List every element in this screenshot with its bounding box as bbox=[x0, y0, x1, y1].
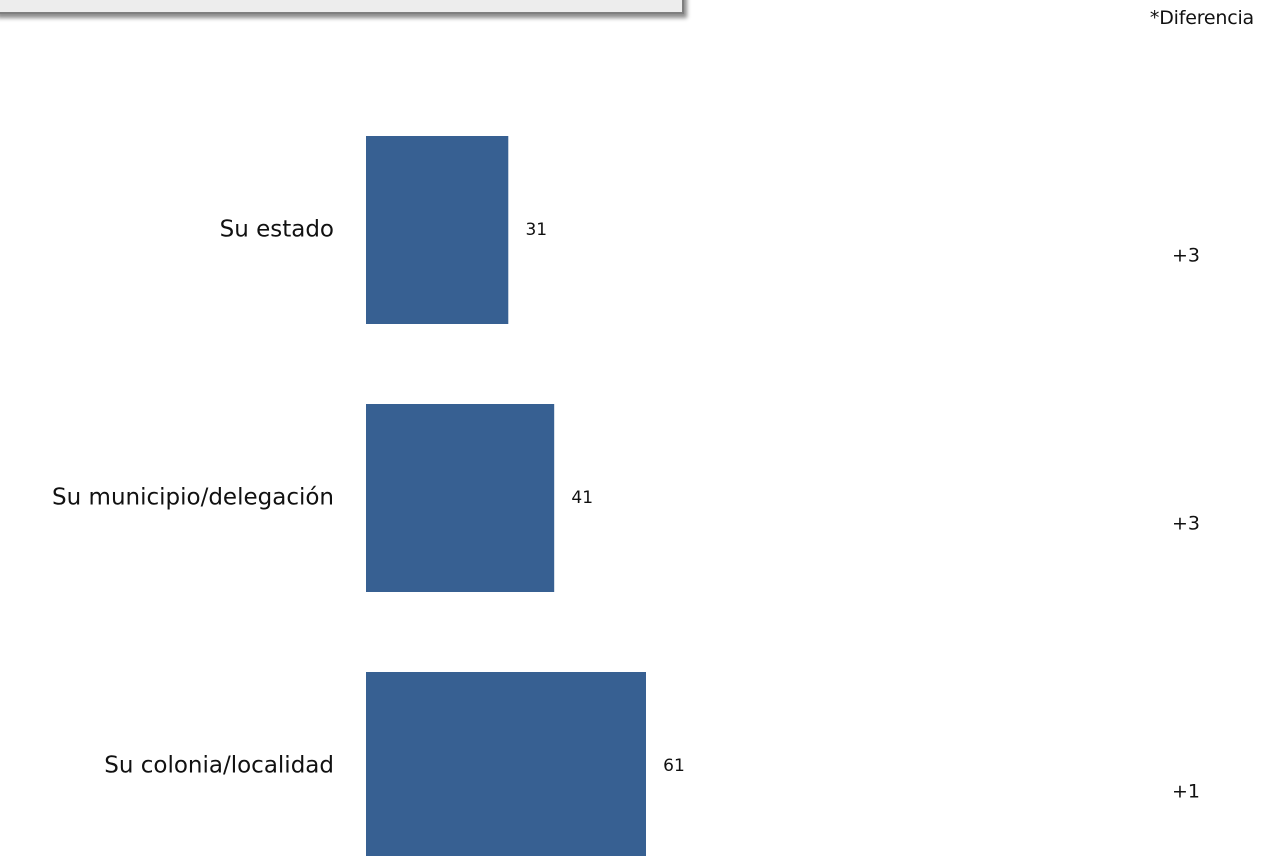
top-panel bbox=[0, 0, 684, 14]
bar bbox=[366, 404, 555, 592]
difference-label: +1 bbox=[1172, 781, 1200, 803]
value-label: 41 bbox=[571, 488, 593, 508]
category-label: Su estado bbox=[220, 217, 334, 243]
difference-header: *Diferencia bbox=[1149, 7, 1254, 29]
difference-label: +3 bbox=[1172, 513, 1200, 535]
category-label: Su colonia/localidad bbox=[104, 753, 334, 779]
value-label: 61 bbox=[663, 756, 685, 776]
bar bbox=[366, 672, 646, 856]
bar bbox=[366, 136, 509, 324]
difference-label: +3 bbox=[1172, 245, 1200, 267]
category-label: Su municipio/delegación bbox=[52, 485, 334, 511]
value-label: 31 bbox=[525, 220, 547, 240]
